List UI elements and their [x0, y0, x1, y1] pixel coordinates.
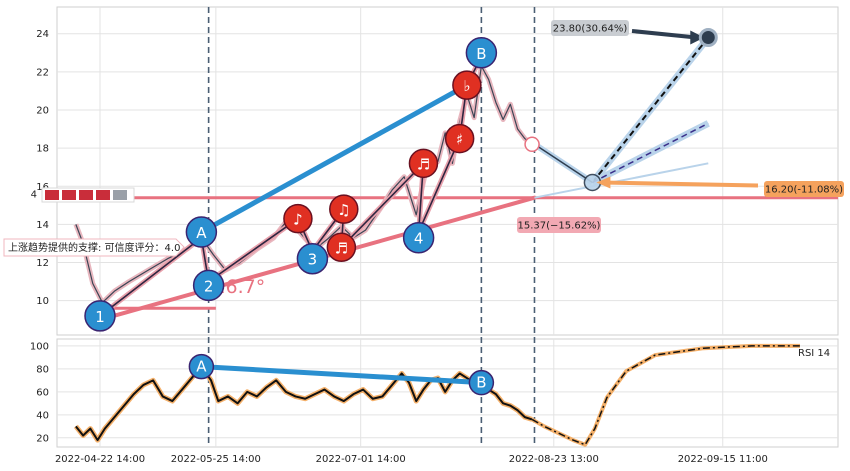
rsi-point-circle	[188, 353, 215, 380]
low-target-label: 16.20(-11.08%)	[765, 185, 843, 196]
price-y-tick-label: 16	[36, 182, 49, 193]
projection-low-label-box	[517, 217, 601, 233]
rsi-y-tick-label: 100	[30, 341, 49, 352]
price-y-tick-label: 22	[36, 67, 49, 78]
middle-projection-line	[592, 122, 709, 184]
up-target-label-box	[551, 20, 629, 36]
note-point-circle	[283, 203, 313, 234]
left-marker-icon	[62, 190, 76, 200]
price-y-tick-label: 18	[36, 144, 49, 155]
a-to-b-trendline	[200, 82, 469, 235]
note-point-circle	[452, 70, 482, 100]
current-price-marker	[524, 136, 540, 153]
up-target-marker	[698, 28, 718, 48]
wave-point-circle	[185, 216, 218, 248]
up-target-arrow	[631, 29, 697, 40]
lower-projection-line	[534, 162, 709, 199]
up-target-arrowhead	[690, 30, 705, 45]
low-target-arrow	[602, 180, 759, 188]
rsi-divergence-line	[201, 364, 482, 386]
price-y-tick-label: 24	[36, 29, 49, 40]
x-tick-label: 2022-05-25 14:00	[171, 454, 261, 465]
wave-point-label: 3	[308, 251, 318, 269]
wave-point-label: A	[196, 224, 207, 242]
wave-point-circle	[84, 300, 116, 332]
x-tick-label: 2022-04-22 14:00	[55, 454, 145, 465]
rsi-legend-label: RSI 14	[798, 348, 830, 359]
wave-point-circle	[465, 37, 498, 69]
price-y-tick-label: 20	[36, 105, 49, 116]
rsi-projection-line	[531, 345, 800, 446]
up-target-label: 23.80(30.64%)	[553, 24, 628, 35]
note-point-label: ♫	[337, 201, 350, 219]
note-point-circle	[408, 148, 439, 179]
wave-point-label: 1	[95, 308, 105, 326]
wave-point-label: 2	[204, 277, 214, 295]
price-y-tick-label: 10	[36, 296, 49, 307]
note-point-label: ♯	[456, 131, 463, 149]
rsi-point-circle	[468, 369, 495, 396]
rsi-point-label: B	[476, 374, 486, 392]
rsi-point-label: A	[196, 358, 207, 376]
angle-label: 26.7°	[213, 276, 265, 298]
support-callout-label: 上涨趋势提供的支撑: 可信度评分：4.0	[8, 241, 180, 254]
price-y-tick-label: 12	[36, 258, 49, 269]
projection-low-label: 15.37(−15.62%)	[518, 221, 601, 232]
left-marker-icon	[45, 190, 59, 200]
price-y-tick-label: 14	[36, 220, 49, 231]
wave-point-circle	[402, 221, 435, 254]
low-target-arrowhead	[596, 176, 611, 189]
rsi-panel-frame	[56, 338, 839, 448]
note-point-label: ♬	[335, 239, 348, 257]
rsi-y-tick-label: 60	[36, 387, 49, 398]
note-point-label: ♬	[417, 155, 430, 173]
rsi-y-tick-label: 20	[36, 433, 49, 444]
note-point-label: ♪	[293, 211, 303, 229]
projection-path	[534, 143, 593, 184]
wave-point-label: 4	[414, 230, 424, 248]
wave-point-label: B	[476, 45, 486, 63]
note-point-circle	[444, 123, 475, 154]
left-marker-icon	[96, 190, 110, 200]
rsi-line	[75, 365, 533, 442]
wave-point-circle	[296, 242, 329, 275]
left-marker-icon	[113, 190, 127, 200]
x-tick-label: 2022-08-23 13:00	[509, 454, 599, 465]
left-marker-number: 4	[31, 190, 37, 201]
wave-point-circle	[192, 269, 225, 302]
upper-projection-line	[591, 36, 710, 184]
x-tick-label: 2022-07-01 14:00	[316, 454, 406, 465]
low-target-label-box	[764, 181, 844, 197]
left-marker-icon	[79, 190, 93, 200]
note-point-circle	[326, 232, 357, 263]
rsi-y-tick-label: 80	[36, 364, 49, 375]
note-point-label: ♭	[463, 77, 470, 95]
note-point-circle	[329, 194, 359, 224]
support-callout-box	[3, 238, 185, 257]
rsi-y-tick-label: 40	[36, 410, 49, 421]
x-tick-label: 2022-09-15 11:00	[678, 454, 768, 465]
